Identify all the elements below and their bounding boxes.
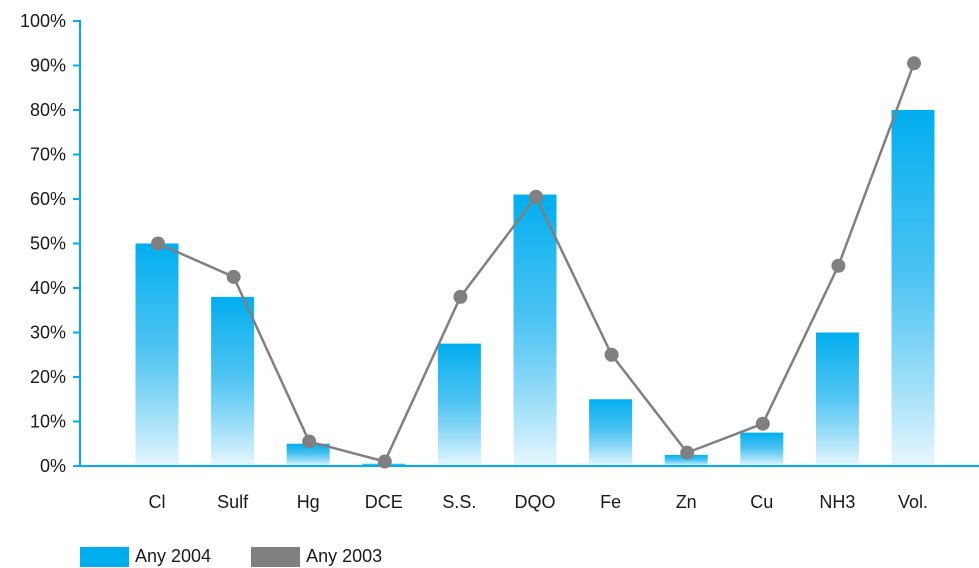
y-tick-label: 60%: [30, 189, 66, 209]
bar-dqo: [513, 194, 557, 467]
point-fe: [604, 347, 619, 362]
y-axis-ticks: 0% 10% 20% 30% 40% 50% 60% 70% 80% 90% 100%: [20, 11, 80, 476]
y-tick-label: 10%: [30, 412, 66, 432]
point-vol: [907, 56, 921, 71]
x-tick-label: Cu: [750, 492, 773, 512]
bar-zn: [664, 454, 708, 466]
bar-nh3: [815, 332, 859, 466]
x-tick-label: Cl: [149, 492, 166, 512]
line-series: [151, 56, 921, 469]
x-tick-label: NH3: [819, 492, 855, 512]
x-tick-label: Fe: [600, 492, 621, 512]
bar-cl: [135, 243, 179, 466]
y-tick-label: 40%: [30, 278, 66, 298]
x-tick-label: S.S.: [442, 492, 476, 512]
legend-label-2003: Any 2003: [306, 546, 383, 566]
point-zn: [680, 445, 695, 460]
legend-item-2004: Any 2004: [80, 546, 211, 567]
legend-label-2004: Any 2004: [135, 546, 212, 566]
bar-series: [135, 110, 935, 467]
y-tick-label: 100%: [20, 11, 66, 31]
point-hg: [302, 434, 317, 449]
point-dce: [377, 454, 392, 469]
y-tick-label: 80%: [30, 100, 66, 120]
bar-hg: [286, 443, 330, 466]
y-tick-label: 20%: [30, 367, 66, 387]
point-dqo: [529, 189, 543, 204]
bar-s-s: [437, 343, 481, 466]
y-tick-label: 50%: [30, 234, 66, 254]
bar-fe: [589, 399, 633, 466]
point-cu: [755, 416, 770, 431]
y-tick-label: 0%: [40, 456, 66, 476]
y-tick-label: 30%: [30, 323, 66, 343]
bar-cu: [740, 432, 784, 466]
point-s-s: [453, 289, 468, 304]
legend-swatch-2004: [80, 546, 129, 567]
axes: [79, 20, 979, 467]
x-tick-label: DCE: [365, 492, 403, 512]
legend-item-2003: Any 2003: [251, 546, 382, 567]
point-sulf: [226, 269, 241, 284]
y-tick-label: 70%: [30, 145, 66, 165]
y-tick-label: 90%: [30, 56, 66, 76]
point-cl: [151, 236, 165, 251]
x-tick-label: Zn: [676, 492, 697, 512]
bar-vol: [891, 110, 935, 466]
x-tick-label: Hg: [297, 492, 320, 512]
x-axis-ticks: Cl Sulf Hg DCE S.S. DQO Fe Zn Cu NH3 Vol.: [149, 492, 929, 512]
legend-swatch-2003: [251, 546, 301, 567]
point-nh3: [831, 258, 846, 273]
legend: Any 2004 Any 2003: [80, 546, 422, 567]
x-tick-label: Vol.: [898, 492, 928, 512]
x-tick-label: Sulf: [217, 492, 249, 512]
bar-sulf: [211, 296, 255, 466]
x-tick-label: DQO: [514, 492, 555, 512]
